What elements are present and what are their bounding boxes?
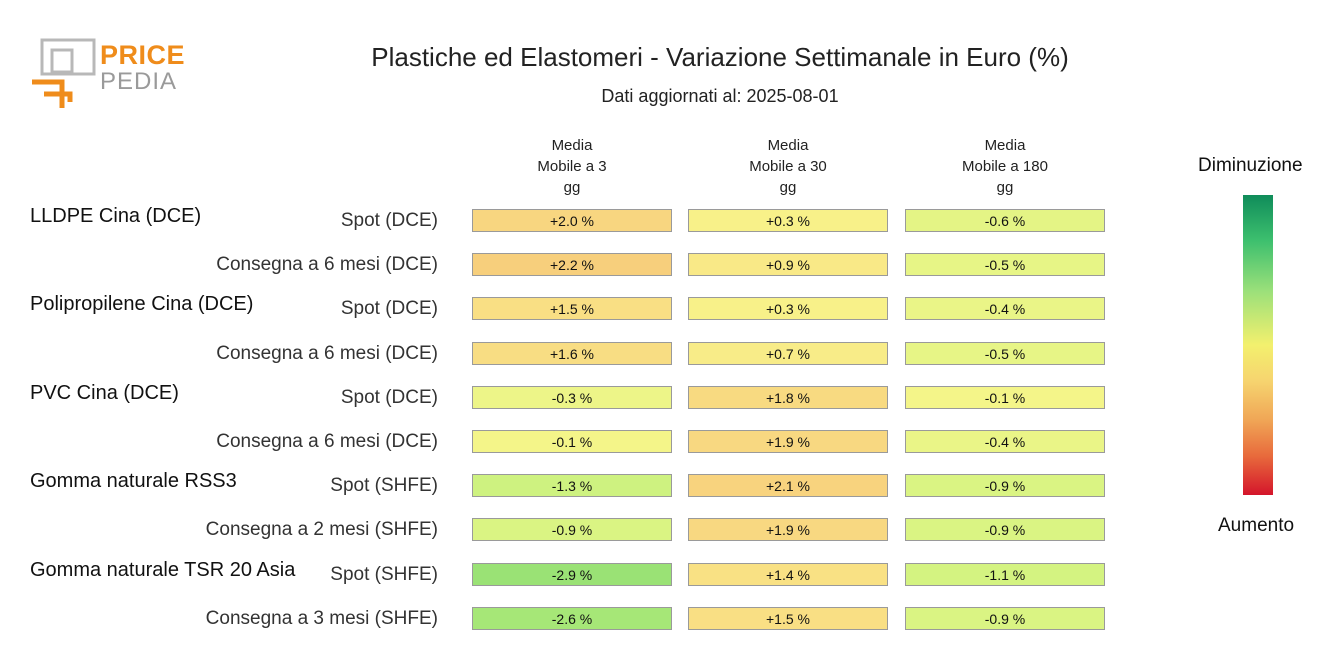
value-cell: -0.9 % <box>905 474 1105 498</box>
value-cell: +1.4 % <box>688 562 888 586</box>
row-label: Consegna a 6 mesi (DCE) <box>216 342 438 364</box>
group-label: PVC Cina (DCE) <box>30 381 179 404</box>
value-cell: +1.8 % <box>688 385 888 409</box>
row-label: Spot (DCE) <box>340 298 438 320</box>
logo-text-price: PRICE <box>100 40 186 70</box>
chart-subtitle: Dati aggiornati al: 2025-08-01 <box>601 86 839 106</box>
group-label: Polipropilene Cina (DCE) <box>30 293 254 316</box>
value-cell: -0.4 % <box>905 297 1105 321</box>
row-label: Spot (DCE) <box>340 386 438 408</box>
group-label: Gomma naturale RSS3 <box>30 470 237 493</box>
chart-title: Plastiche ed Elastomeri - Variazione Set… <box>371 42 1069 72</box>
column-header: Media Mobile a 3 gg <box>537 137 607 196</box>
row-label: Spot (SHFE) <box>330 563 438 585</box>
logo-mark-icon <box>32 38 96 108</box>
row-label: Spot (SHFE) <box>330 475 438 497</box>
value-cell: +0.3 % <box>688 209 888 232</box>
legend-bottom-label: Aumento <box>1218 515 1295 536</box>
value-cell: -1.3 % <box>472 474 672 498</box>
group-label: Gomma naturale TSR 20 Asia <box>30 558 296 581</box>
value-cell: +2.0 % <box>472 209 672 232</box>
value-cell: -0.1 % <box>905 385 1105 409</box>
value-cell: -0.5 % <box>905 253 1105 277</box>
value-cell: +1.5 % <box>472 297 672 321</box>
legend-top-label: Diminuzione <box>1198 155 1303 176</box>
row-label: Consegna a 2 mesi (SHFE) <box>205 519 438 541</box>
value-cell: +0.9 % <box>688 253 888 277</box>
column-header: Media Mobile a 30 gg <box>749 137 827 196</box>
value-cell: +2.2 % <box>472 253 672 277</box>
row-label: Consegna a 6 mesi (DCE) <box>216 431 438 452</box>
value-cell: -0.5 % <box>905 341 1105 365</box>
row-label: Consegna a 3 mesi (SHFE) <box>205 607 438 629</box>
value-cell: +0.3 % <box>688 297 888 321</box>
value-cell: -0.4 % <box>905 430 1105 453</box>
column-header: Media Mobile a 180 gg <box>962 137 1048 196</box>
value-cell: -0.3 % <box>472 385 672 409</box>
logo-text-pedia: PEDIA <box>100 68 178 95</box>
value-cell: -1.1 % <box>905 562 1105 586</box>
value-cell: -2.9 % <box>472 562 672 586</box>
value-cell: +1.9 % <box>688 518 888 542</box>
group-label: LLDPE Cina (DCE) <box>30 205 202 227</box>
pricepedia-logo: PRICE PEDIA <box>30 38 190 110</box>
legend-color-scale <box>1243 195 1273 495</box>
row-label: Consegna a 6 mesi (DCE) <box>216 254 438 276</box>
value-cell: -0.6 % <box>905 209 1105 232</box>
value-cell: -0.1 % <box>472 430 672 453</box>
value-cell: -0.9 % <box>905 518 1105 542</box>
value-cell: -0.9 % <box>905 606 1105 630</box>
value-cell: +0.7 % <box>688 341 888 365</box>
value-cell: -0.9 % <box>472 518 672 542</box>
value-cell: +1.5 % <box>688 606 888 630</box>
row-label: Spot (DCE) <box>340 210 438 231</box>
value-cell: +1.6 % <box>472 341 672 365</box>
value-cell: +2.1 % <box>688 474 888 498</box>
value-cell: -2.6 % <box>472 606 672 630</box>
value-cell: +1.9 % <box>688 430 888 453</box>
